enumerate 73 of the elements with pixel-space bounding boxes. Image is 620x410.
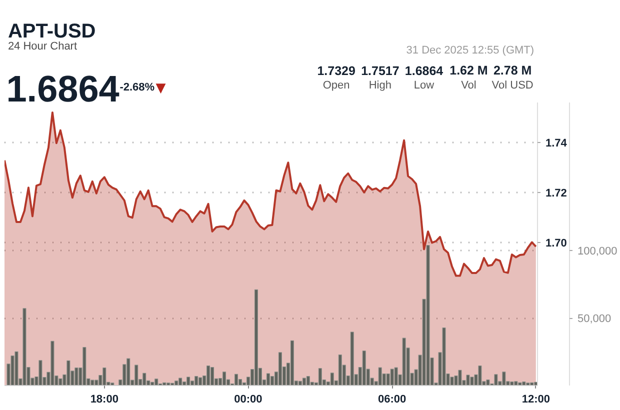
bar: [126, 358, 130, 386]
bar: [266, 373, 270, 386]
text: High: [368, 80, 392, 92]
bar: [514, 381, 518, 386]
x-tick-label: 12:00: [522, 394, 550, 406]
bar: [154, 378, 158, 386]
bar: [350, 332, 354, 386]
bar: [66, 360, 70, 386]
y-tick-label: 1.72: [546, 188, 567, 200]
bar: [82, 347, 86, 386]
bar: [290, 340, 294, 386]
bar: [38, 360, 42, 386]
text: Low: [414, 80, 434, 92]
bar: [234, 374, 238, 386]
bar: [174, 380, 178, 386]
chart-subtitle: 24 Hour Chart: [8, 40, 78, 52]
text: 1.62 M: [450, 64, 488, 78]
bar: [466, 374, 470, 386]
text: Open: [322, 80, 350, 92]
bar: [278, 352, 282, 386]
chart-title: APT-USD: [8, 20, 96, 42]
bar: [198, 377, 202, 386]
bar: [206, 366, 210, 386]
bar: [22, 308, 26, 386]
x-tick-label: 00:00: [234, 394, 262, 406]
text: Vol USD: [492, 80, 534, 92]
y2-tick-label: 100,000: [578, 246, 618, 258]
bar: [362, 350, 366, 386]
bar: [442, 328, 446, 386]
y-tick-label: 1.70: [546, 238, 567, 250]
bar: [486, 380, 490, 386]
bar: [10, 356, 14, 386]
bar: [14, 351, 18, 386]
bar: [166, 382, 170, 386]
bar: [58, 378, 62, 386]
text: 2.78 M: [493, 64, 532, 78]
bar: [194, 376, 198, 386]
bar: [330, 372, 334, 386]
x-tick-label: 06:00: [378, 394, 406, 406]
bar: [222, 372, 226, 386]
bar: [186, 376, 190, 386]
text: 1.7517: [361, 64, 400, 78]
bar: [50, 340, 54, 386]
bar: [302, 378, 306, 386]
text: 1.7329: [317, 64, 356, 78]
y-tick-label: 1.74: [546, 138, 568, 150]
bar: [450, 376, 454, 386]
bar: [378, 367, 382, 386]
bar: [178, 378, 182, 386]
bar: [394, 367, 398, 386]
bar: [402, 338, 406, 386]
text: 1.6864: [404, 64, 444, 78]
x-tick-label: 18:00: [90, 394, 118, 406]
bar: [142, 372, 146, 386]
text: ▼: [156, 81, 166, 96]
bar: [426, 245, 430, 386]
annotation: 1.6864: [6, 68, 120, 110]
text: 31 Dec 2025 12:55 (GMT): [406, 44, 534, 56]
bar: [458, 370, 462, 386]
bar: [134, 364, 138, 386]
bar: [210, 367, 214, 386]
bar: [318, 368, 322, 386]
text: Vol: [461, 80, 476, 92]
bar: [494, 374, 498, 386]
y2-tick-label: 50,000: [578, 313, 612, 326]
bar: [502, 372, 506, 386]
text: -2.68%: [120, 82, 155, 94]
bar: [470, 376, 474, 386]
bar: [74, 368, 78, 386]
bar: [478, 366, 482, 386]
bar: [306, 376, 310, 386]
bar: [254, 289, 258, 386]
bar: [338, 354, 342, 386]
